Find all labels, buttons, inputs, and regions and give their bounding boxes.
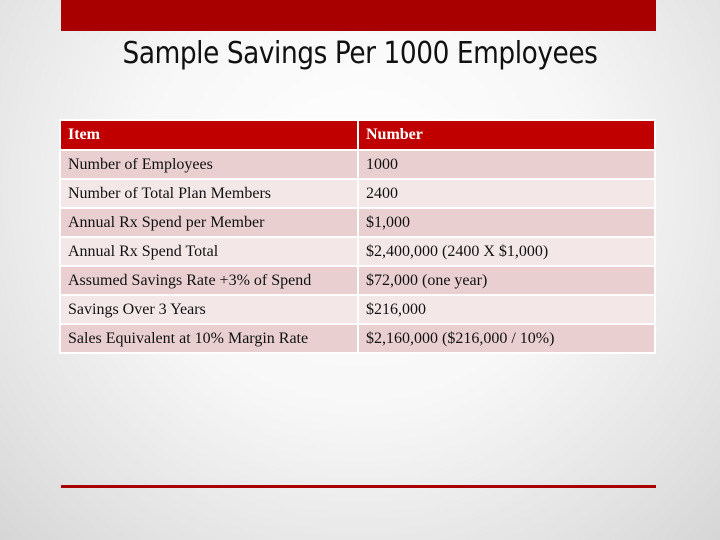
cell-number: $72,000 (one year) — [357, 265, 656, 296]
cell-item: Annual Rx Spend per Member — [59, 207, 359, 238]
table-row: Number of Employees 1000 — [59, 149, 656, 180]
cell-number: $1,000 — [357, 207, 656, 238]
cell-item: Savings Over 3 Years — [59, 294, 359, 325]
table-row: Assumed Savings Rate +3% of Spend $72,00… — [59, 265, 656, 296]
table-row: Savings Over 3 Years $216,000 — [59, 294, 656, 325]
cell-item: Annual Rx Spend Total — [59, 236, 359, 267]
cell-number: $2,400,000 (2400 X $1,000) — [357, 236, 656, 267]
cell-item: Number of Total Plan Members — [59, 178, 359, 209]
slide-title: Sample Savings Per 1000 Employees — [122, 36, 598, 71]
table-row: Sales Equivalent at 10% Margin Rate $2,1… — [59, 323, 656, 354]
table-row: Annual Rx Spend per Member $1,000 — [59, 207, 656, 238]
bottom-divider — [61, 485, 656, 488]
table-header-row: Item Number — [59, 119, 656, 151]
header-item: Item — [59, 119, 359, 151]
cell-number: $2,160,000 ($216,000 / 10%) — [357, 323, 656, 354]
cell-number: 1000 — [357, 149, 656, 180]
savings-table: Item Number Number of Employees 1000 Num… — [59, 119, 656, 354]
cell-number: 2400 — [357, 178, 656, 209]
table-row: Annual Rx Spend Total $2,400,000 (2400 X… — [59, 236, 656, 267]
header-number: Number — [357, 119, 656, 151]
top-accent-bar — [61, 0, 656, 31]
cell-item: Number of Employees — [59, 149, 359, 180]
table-row: Number of Total Plan Members 2400 — [59, 178, 656, 209]
cell-item: Assumed Savings Rate +3% of Spend — [59, 265, 359, 296]
cell-item: Sales Equivalent at 10% Margin Rate — [59, 323, 359, 354]
cell-number: $216,000 — [357, 294, 656, 325]
